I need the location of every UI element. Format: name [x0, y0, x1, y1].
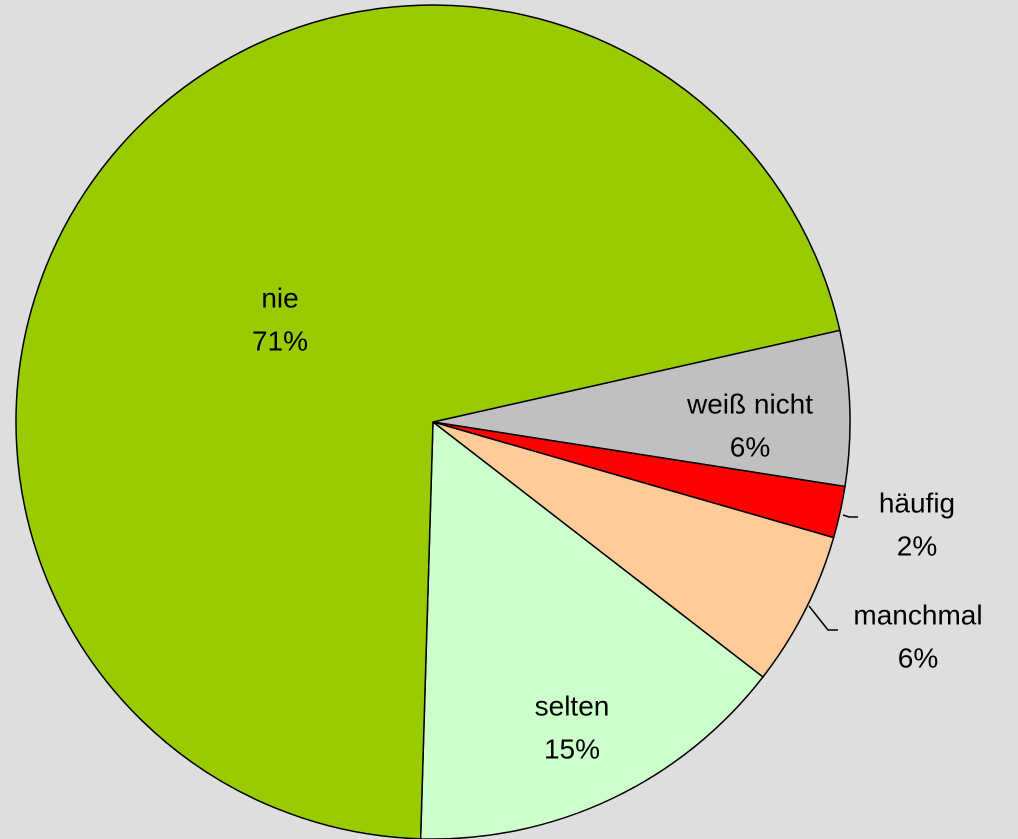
slice-label: häufig — [879, 487, 955, 518]
leader-line — [842, 514, 858, 518]
pie-slice — [419, 420, 764, 839]
pie-slice — [432, 421, 835, 679]
pie-slice — [432, 329, 851, 488]
slice-label: manchmal — [853, 599, 982, 630]
slice-value-label: 15% — [544, 733, 600, 764]
slice-label: selten — [535, 690, 610, 721]
slice-label: nie — [261, 282, 298, 313]
slice-value-label: 6% — [730, 431, 770, 462]
slice-value-label: 71% — [252, 325, 308, 356]
leader-line — [808, 605, 838, 631]
slice-value-label: 6% — [898, 642, 938, 673]
slice-value-label: 2% — [897, 530, 937, 561]
pie-slice — [15, 4, 841, 839]
slice-label: weiß nicht — [686, 388, 813, 419]
